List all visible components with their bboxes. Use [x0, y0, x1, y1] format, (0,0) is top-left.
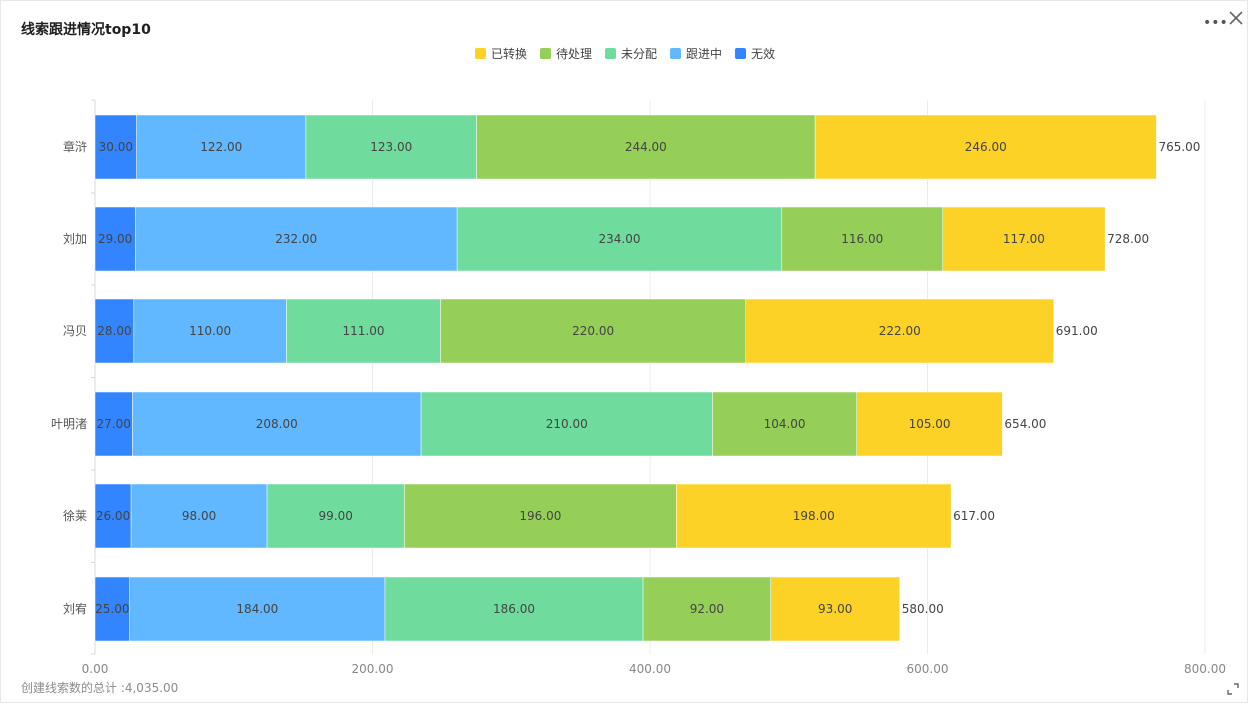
bar-value-label: 110.00: [189, 324, 231, 338]
bar-total-label: 728.00: [1107, 232, 1149, 246]
bar-segment: [814, 114, 1157, 180]
bar-value-label: 184.00: [236, 602, 278, 616]
legend-swatch: [475, 48, 486, 59]
legend-label: 待处理: [556, 47, 592, 61]
bar-segment: [476, 114, 816, 180]
bar-value-label: 29.00: [98, 232, 132, 246]
x-tick-label: 800.00: [1184, 662, 1226, 676]
bar-total-label: 580.00: [902, 602, 944, 616]
category-label: 徐莱: [63, 508, 87, 523]
legend-swatch: [735, 48, 746, 59]
chart-title: 线索跟进情况top10: [21, 22, 151, 38]
bar-value-label: 234.00: [598, 232, 640, 246]
legend-swatch: [670, 48, 681, 59]
bar-segment: [94, 483, 132, 549]
bar-segment: [132, 391, 422, 457]
bar-value-label: 27.00: [97, 417, 131, 431]
bar-segment: [305, 114, 477, 180]
close-icon[interactable]: [1227, 9, 1245, 27]
bar-segment: [456, 206, 783, 272]
bar-segment: [856, 391, 1003, 457]
bar-total-label: 654.00: [1004, 417, 1046, 431]
x-tick-label: 200.00: [352, 662, 394, 676]
bar-value-label: 122.00: [200, 140, 242, 154]
bar-value-label: 105.00: [909, 417, 951, 431]
bar-value-label: 246.00: [965, 140, 1007, 154]
bar-segment: [266, 483, 405, 549]
legend-swatch: [605, 48, 616, 59]
bar-segment: [770, 576, 901, 642]
bar-segment: [136, 114, 307, 180]
legend-label: 无效: [751, 46, 775, 61]
bar-segment: [781, 206, 944, 272]
bar-value-label: 123.00: [370, 140, 412, 154]
bar-value-label: 25.00: [95, 602, 129, 616]
expand-icon[interactable]: [1227, 683, 1239, 695]
bar-segment: [286, 298, 441, 364]
bar-segment: [404, 483, 677, 549]
bar-segment: [133, 298, 287, 364]
category-label: 章浒: [63, 139, 87, 154]
bar-value-label: 28.00: [97, 324, 131, 338]
bar-segment: [94, 298, 135, 364]
bar-value-label: 98.00: [182, 509, 216, 523]
bar-value-label: 92.00: [690, 602, 724, 616]
bar-value-label: 208.00: [256, 417, 298, 431]
bar-segment: [440, 298, 746, 364]
bar-value-label: 116.00: [841, 232, 883, 246]
bar-segment: [420, 391, 713, 457]
bar-segment: [129, 576, 386, 642]
category-label: 冯贝: [63, 324, 87, 338]
category-label: 刘加: [63, 232, 87, 246]
bar-value-label: 111.00: [342, 324, 384, 338]
x-tick-label: 0.00: [82, 662, 109, 676]
bar-value-label: 99.00: [319, 509, 353, 523]
total-summary: 创建线索数的总计 :4,035.00: [21, 679, 178, 696]
total-summary-label: 创建线索数的总计 :: [21, 681, 125, 695]
bar-value-label: 198.00: [793, 509, 835, 523]
bar-value-label: 30.00: [99, 140, 133, 154]
legend-label: 跟进中: [686, 46, 722, 61]
legend-swatch: [540, 48, 551, 59]
bar-value-label: 232.00: [275, 232, 317, 246]
x-tick-label: 600.00: [907, 662, 949, 676]
legend-label: 已转换: [491, 46, 527, 61]
bar-value-label: 244.00: [625, 140, 667, 154]
bar-value-label: 93.00: [818, 602, 852, 616]
x-tick-label: 400.00: [629, 662, 671, 676]
bar-segment: [94, 114, 137, 180]
bar-segment: [712, 391, 857, 457]
bar-segment: [94, 206, 136, 272]
bar-value-label: 26.00: [96, 509, 130, 523]
category-label: 刘宥: [63, 601, 87, 616]
bar-value-label: 222.00: [879, 324, 921, 338]
bar-value-label: 186.00: [493, 602, 535, 616]
legend-label: 未分配: [621, 47, 657, 61]
bar-segment: [676, 483, 952, 549]
bar-value-label: 117.00: [1003, 232, 1045, 246]
bar-total-label: 617.00: [953, 509, 995, 523]
bar-value-label: 220.00: [572, 324, 614, 338]
bar-segment: [745, 298, 1055, 364]
bar-value-label: 210.00: [546, 417, 588, 431]
category-label: 叶明渚: [51, 417, 87, 431]
bar-value-label: 104.00: [764, 417, 806, 431]
bar-total-label: 765.00: [1158, 140, 1200, 154]
bar-segment: [94, 391, 133, 457]
total-summary-value: 4,035.00: [124, 681, 179, 695]
bar-segment: [942, 206, 1106, 272]
bar-segment: [130, 483, 268, 549]
bar-value-label: 196.00: [519, 509, 561, 523]
bar-total-label: 691.00: [1056, 324, 1098, 338]
